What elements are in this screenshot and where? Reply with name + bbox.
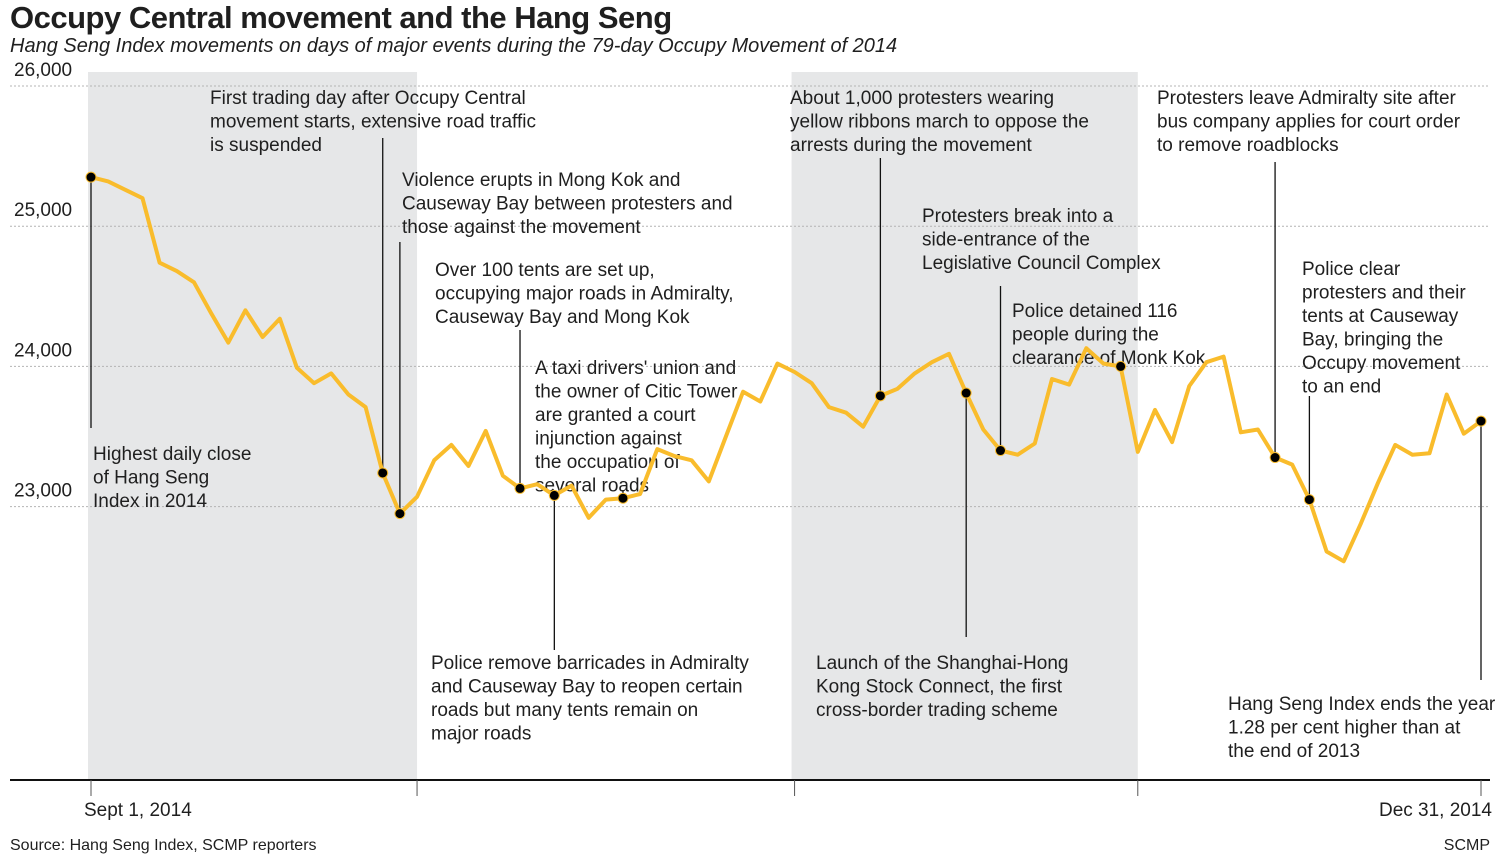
shaded-period-1: [88, 72, 418, 780]
event-marker-5: [548, 489, 560, 501]
credit-label: SCMP: [1443, 837, 1490, 854]
annotation-1-line-3: Index in 2014: [93, 491, 208, 512]
chart-subtitle: Hang Seng Index movements on days of maj…: [10, 35, 898, 57]
annotation-2-line-1: First trading day after Occupy Central: [210, 88, 526, 109]
annotation-12-line-2: protesters and their: [1302, 283, 1466, 304]
annotation-3-line-2: Causeway Bay between protesters and: [402, 194, 733, 215]
annotation-12-line-1: Police clear: [1302, 259, 1401, 280]
x-start-label: Sept 1, 2014: [84, 800, 192, 821]
annotation-1-line-1: Highest daily close: [93, 444, 251, 465]
annotation-9-line-2: side-entrance of the: [922, 230, 1090, 251]
annotation-8-line-3: cross-border trading scheme: [816, 700, 1058, 721]
annotation-5-line-1: Police remove barricades in Admiralty: [431, 653, 749, 674]
annotation-2-line-3: is suspended: [210, 135, 322, 156]
event-marker-9: [995, 445, 1007, 457]
annotation-4-line-2: occupying major roads in Admiralty,: [435, 284, 734, 305]
y-tick-label-0: 23,000: [14, 481, 72, 502]
event-marker-12: [1303, 494, 1315, 506]
annotation-6-line-3: are granted a court: [535, 405, 696, 426]
source-note: Source: Hang Seng Index, SCMP reporters: [10, 837, 317, 854]
event-marker-6: [617, 492, 629, 504]
event-marker-8: [960, 387, 972, 399]
chart-title: Occupy Central movement and the Hang Sen…: [10, 0, 672, 35]
annotation-13-line-2: 1.28 per cent higher than at: [1228, 718, 1461, 739]
annotation-6-line-1: A taxi drivers' union and: [535, 358, 736, 379]
annotation-10-line-1: Police detained 116: [1012, 301, 1178, 322]
annotation-5-line-4: major roads: [431, 724, 531, 745]
y-tick-label-2: 25,000: [14, 200, 72, 221]
annotation-13-line-1: Hang Seng Index ends the year: [1228, 694, 1496, 715]
event-marker-7: [874, 390, 886, 402]
shaded-period-2: [791, 72, 1138, 780]
annotation-7-line-3: arrests during the movement: [790, 135, 1033, 156]
event-marker-13: [1475, 415, 1487, 427]
x-end-label: Dec 31, 2014: [1379, 800, 1492, 821]
annotation-13-line-3: the end of 2013: [1228, 741, 1360, 762]
annotation-9-line-1: Protesters break into a: [922, 206, 1114, 227]
event-marker-4: [514, 482, 526, 494]
annotation-10-line-3: clearance of Monk Kok: [1012, 348, 1206, 369]
event-marker-1: [85, 171, 97, 183]
annotation-9-line-3: Legislative Council Complex: [922, 253, 1161, 274]
annotation-3-line-3: those against the movement: [402, 217, 641, 238]
annotation-7-line-2: yellow ribbons march to oppose the: [790, 112, 1089, 133]
event-marker-10: [1115, 360, 1127, 372]
series-line-hang-seng: [89, 175, 1483, 564]
annotation-5-line-3: roads but many tents remain on: [431, 700, 698, 721]
annotation-12-line-5: Occupy movement: [1302, 353, 1461, 374]
annotation-11-line-3: to remove roadblocks: [1157, 135, 1339, 156]
annotation-4-line-1: Over 100 tents are set up,: [435, 260, 655, 281]
y-tick-label-1: 24,000: [14, 340, 72, 361]
annotation-2-line-2: movement starts, extensive road traffic: [210, 112, 536, 133]
annotation-12-line-6: to an end: [1302, 377, 1381, 398]
y-tick-label-3: 26,000: [14, 60, 72, 81]
event-marker-2: [377, 467, 389, 479]
annotation-3-line-1: Violence erupts in Mong Kok and: [402, 170, 681, 191]
annotation-10-line-2: people during the: [1012, 325, 1159, 346]
annotation-5-line-2: and Causeway Bay to reopen certain: [431, 677, 743, 698]
annotation-1-line-2: of Hang Seng: [93, 468, 209, 489]
annotation-6-line-4: injunction against: [535, 429, 683, 450]
annotation-12-line-3: tents at Causeway: [1302, 306, 1459, 327]
annotation-6-line-5: the occupation of: [535, 452, 680, 473]
event-marker-3: [394, 508, 406, 520]
annotation-11-line-2: bus company applies for court order: [1157, 112, 1461, 133]
annotation-12-line-4: Bay, bringing the: [1302, 330, 1443, 351]
annotation-4-line-3: Causeway Bay and Mong Kok: [435, 307, 690, 328]
annotation-8-line-1: Launch of the Shanghai-Hong: [816, 653, 1068, 674]
annotation-7-line-1: About 1,000 protesters wearing: [790, 88, 1054, 109]
annotation-11-line-1: Protesters leave Admiralty site after: [1157, 88, 1457, 109]
event-marker-11: [1269, 452, 1281, 464]
annotation-6-line-2: the owner of Citic Tower: [535, 382, 738, 403]
annotation-8-line-2: Kong Stock Connect, the first: [816, 677, 1063, 698]
